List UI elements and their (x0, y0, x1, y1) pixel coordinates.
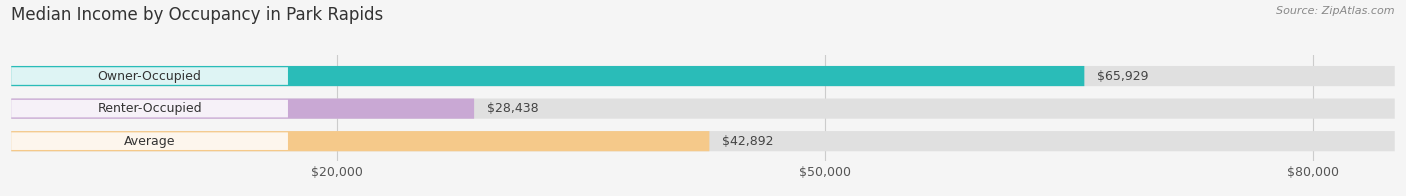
FancyBboxPatch shape (11, 99, 474, 119)
FancyBboxPatch shape (11, 100, 288, 117)
FancyBboxPatch shape (11, 67, 288, 85)
FancyBboxPatch shape (11, 131, 1395, 151)
FancyBboxPatch shape (11, 132, 288, 150)
Text: Source: ZipAtlas.com: Source: ZipAtlas.com (1277, 6, 1395, 16)
Text: $65,929: $65,929 (1097, 70, 1149, 83)
Text: Owner-Occupied: Owner-Occupied (97, 70, 201, 83)
FancyBboxPatch shape (11, 99, 1395, 119)
Text: $28,438: $28,438 (486, 102, 538, 115)
Text: Average: Average (124, 135, 176, 148)
Text: $42,892: $42,892 (723, 135, 773, 148)
FancyBboxPatch shape (11, 66, 1395, 86)
Text: Median Income by Occupancy in Park Rapids: Median Income by Occupancy in Park Rapid… (11, 6, 384, 24)
FancyBboxPatch shape (11, 131, 710, 151)
Text: Renter-Occupied: Renter-Occupied (97, 102, 202, 115)
FancyBboxPatch shape (11, 66, 1084, 86)
